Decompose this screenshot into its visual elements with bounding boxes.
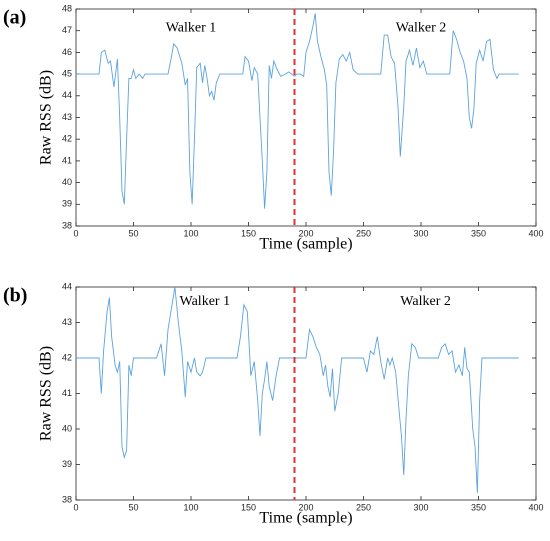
y-tick-label: 48 — [62, 3, 72, 13]
y-tick-label: 39 — [62, 199, 72, 209]
x-tick-label: 0 — [73, 228, 78, 238]
x-tick-label: 50 — [128, 228, 138, 238]
data-line — [76, 286, 519, 493]
y-tick-label: 43 — [62, 317, 72, 327]
y-tick-label: 46 — [62, 47, 72, 57]
x-tick-label: 400 — [528, 228, 543, 238]
plot-area — [75, 286, 537, 501]
panel-label: (b) — [3, 285, 27, 307]
annotation: Walker 2 — [400, 294, 451, 309]
y-tick-label: 41 — [62, 388, 72, 398]
y-tick-label: 44 — [62, 90, 72, 100]
y-tick-label: 44 — [62, 281, 72, 291]
annotation: Walker 2 — [396, 21, 447, 36]
x-tick-label: 100 — [183, 502, 198, 512]
x-tick-label: 250 — [356, 228, 371, 238]
annotation: Walker 1 — [166, 21, 217, 36]
x-tick-label: 200 — [298, 228, 313, 238]
y-tick-label: 45 — [62, 68, 72, 78]
x-tick-label: 350 — [471, 228, 486, 238]
panel-label: (a) — [3, 7, 26, 29]
x-axis-label: Time (sample) — [259, 510, 352, 527]
y-tick-label: 41 — [62, 155, 72, 165]
y-tick-label: 43 — [62, 112, 72, 122]
x-tick-label: 150 — [241, 502, 256, 512]
y-tick-label: 39 — [62, 459, 72, 469]
x-tick-label: 250 — [356, 502, 371, 512]
x-tick-label: 200 — [298, 502, 313, 512]
x-tick-label: 0 — [73, 502, 78, 512]
y-axis-label: Raw RSS (dB) — [38, 346, 55, 441]
x-tick-label: 300 — [413, 502, 428, 512]
annotation: Walker 1 — [180, 294, 231, 309]
x-tick-label: 400 — [528, 502, 543, 512]
y-tick-label: 47 — [62, 25, 72, 35]
y-tick-label: 40 — [62, 177, 72, 187]
y-tick-label: 42 — [62, 134, 72, 144]
y-tick-label: 42 — [62, 352, 72, 362]
data-line — [76, 13, 519, 209]
x-tick-label: 100 — [183, 228, 198, 238]
x-tick-label: 300 — [413, 228, 428, 238]
x-tick-label: 50 — [128, 502, 138, 512]
x-tick-label: 350 — [471, 502, 486, 512]
x-tick-label: 150 — [241, 228, 256, 238]
y-tick-label: 40 — [62, 423, 72, 433]
x-axis-label: Time (sample) — [259, 236, 352, 253]
y-tick-label: 38 — [62, 494, 72, 504]
y-tick-label: 38 — [62, 220, 72, 230]
plot-area — [75, 8, 537, 227]
y-axis-label: Raw RSS (dB) — [38, 70, 55, 165]
